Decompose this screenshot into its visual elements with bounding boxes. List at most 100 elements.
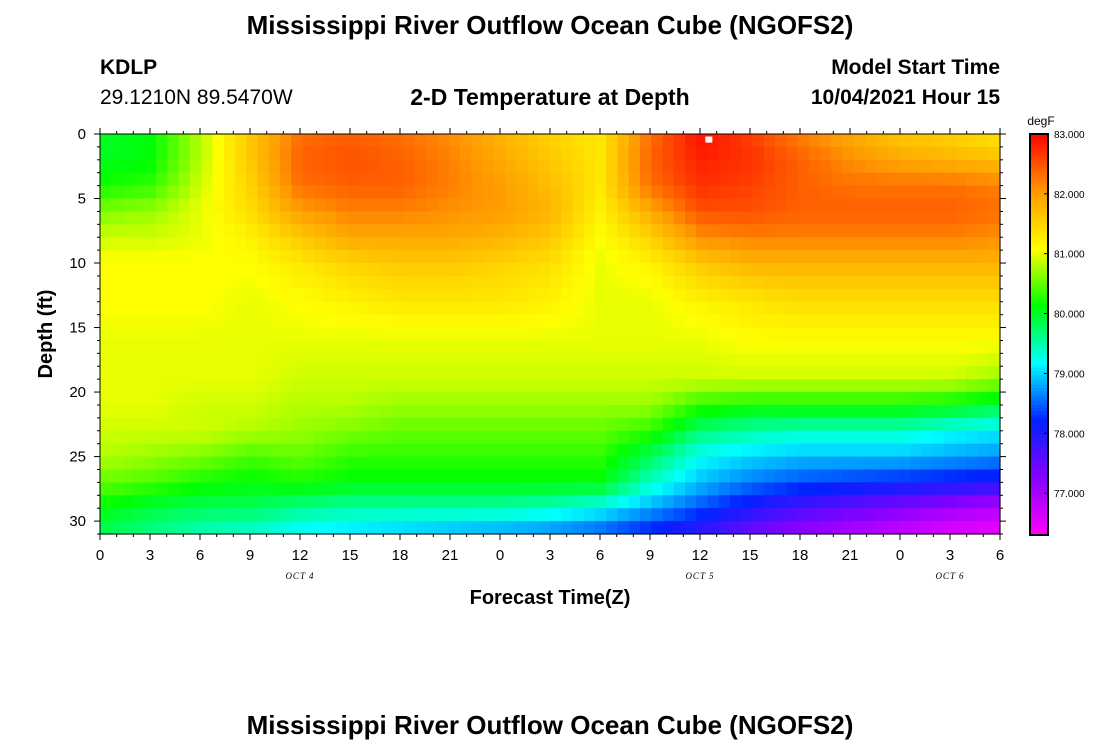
heatmap-cell (628, 250, 641, 264)
heatmap-cell (775, 250, 787, 264)
heatmap-cell (336, 508, 349, 522)
heatmap-cell (583, 379, 596, 393)
heatmap-cell (223, 521, 236, 535)
heatmap-cell (257, 314, 270, 329)
heatmap-cell (471, 392, 484, 406)
heatmap-cell (808, 417, 821, 432)
heatmap-cell (606, 314, 619, 329)
heatmap-cell (887, 340, 900, 354)
heatmap-cell (707, 288, 720, 303)
heatmap-cell (111, 430, 124, 445)
heatmap-cell (493, 301, 506, 316)
heatmap-cell (370, 211, 382, 225)
heatmap-cell (853, 185, 866, 200)
heatmap-cell (471, 198, 484, 213)
heatmap-cell (538, 159, 551, 174)
heatmap-cell (268, 430, 281, 445)
heatmap-cell (268, 417, 281, 432)
heatmap-cell (943, 314, 956, 329)
heatmap-cell (662, 185, 675, 200)
heatmap-cell (617, 327, 630, 342)
heatmap-cell (167, 443, 180, 458)
heatmap-cell (921, 263, 934, 277)
heatmap-cell (910, 521, 922, 535)
heatmap-cell (865, 508, 877, 522)
heatmap-cell (685, 237, 697, 251)
heatmap-cell (190, 211, 202, 225)
heatmap-cell (291, 211, 304, 225)
heatmap-cell (156, 185, 169, 200)
heatmap-cell (685, 366, 697, 380)
date-label: OCT 4 (285, 571, 314, 581)
heatmap-cell (347, 134, 360, 148)
colorbar-segment (1030, 424, 1048, 429)
colorbar-segment (1030, 247, 1048, 252)
heatmap-cell (550, 482, 562, 496)
heatmap-cell (820, 224, 832, 238)
heatmap-cell (100, 275, 112, 290)
heatmap-cell (561, 263, 574, 277)
heatmap-cell (246, 404, 259, 419)
heatmap-cell (752, 146, 765, 161)
heatmap-cell (797, 379, 810, 393)
heatmap-cell (527, 211, 540, 225)
heatmap-cell (640, 430, 652, 445)
heatmap-cell (898, 134, 911, 148)
heatmap-cell (291, 146, 304, 161)
heatmap-cell (741, 353, 754, 367)
heatmap-cell (527, 430, 540, 445)
heatmap-cell (426, 301, 439, 316)
heatmap-cell (606, 508, 619, 522)
heatmap-cell (561, 404, 574, 419)
heatmap-cell (887, 443, 900, 458)
heatmap-cell (212, 495, 225, 509)
heatmap-cell (291, 508, 304, 522)
heatmap-cell (100, 417, 112, 432)
heatmap-cell (910, 366, 922, 380)
heatmap-cell (482, 172, 495, 187)
heatmap-cell (156, 237, 169, 251)
heatmap-cell (876, 469, 889, 483)
heatmap-cell (932, 392, 945, 406)
heatmap-cell (842, 340, 855, 354)
heatmap-cell (133, 314, 146, 329)
heatmap-cell (392, 275, 405, 290)
heatmap-cell (662, 250, 675, 264)
heatmap-cell (651, 508, 664, 522)
heatmap-cell (347, 495, 360, 509)
heatmap-cell (178, 404, 191, 419)
heatmap-cell (583, 224, 596, 238)
heatmap-cell (550, 340, 562, 354)
heatmap-cell (752, 430, 765, 445)
colorbar-segment (1030, 484, 1048, 489)
heatmap-cell (302, 198, 315, 213)
heatmap-cell (696, 288, 709, 303)
heatmap-cell (145, 469, 157, 483)
heatmap-cell (516, 482, 529, 496)
heatmap-cell (527, 353, 540, 367)
heatmap-cell (448, 237, 461, 251)
heatmap-cell (122, 250, 135, 264)
x-tick-label: 12 (292, 547, 309, 564)
heatmap-cell (201, 508, 214, 522)
heatmap-cell (516, 508, 529, 522)
heatmap-cell (921, 275, 934, 290)
heatmap-cell (516, 456, 529, 471)
heatmap-cell (673, 146, 686, 161)
heatmap-cell (595, 392, 607, 406)
heatmap-cell (797, 275, 810, 290)
heatmap-cell (853, 134, 866, 148)
heatmap-cell (538, 288, 551, 303)
heatmap-cell (111, 392, 124, 406)
heatmap-cell (381, 172, 394, 187)
heatmap-cell (853, 366, 866, 380)
heatmap-cell (145, 521, 157, 535)
heatmap-cell (156, 250, 169, 264)
heatmap-cell (561, 288, 574, 303)
heatmap-cell (876, 275, 889, 290)
heatmap-cell (910, 508, 922, 522)
heatmap-cell (910, 430, 922, 445)
heatmap-cell (763, 301, 776, 316)
heatmap-cell (223, 392, 236, 406)
heatmap-cell (167, 379, 180, 393)
